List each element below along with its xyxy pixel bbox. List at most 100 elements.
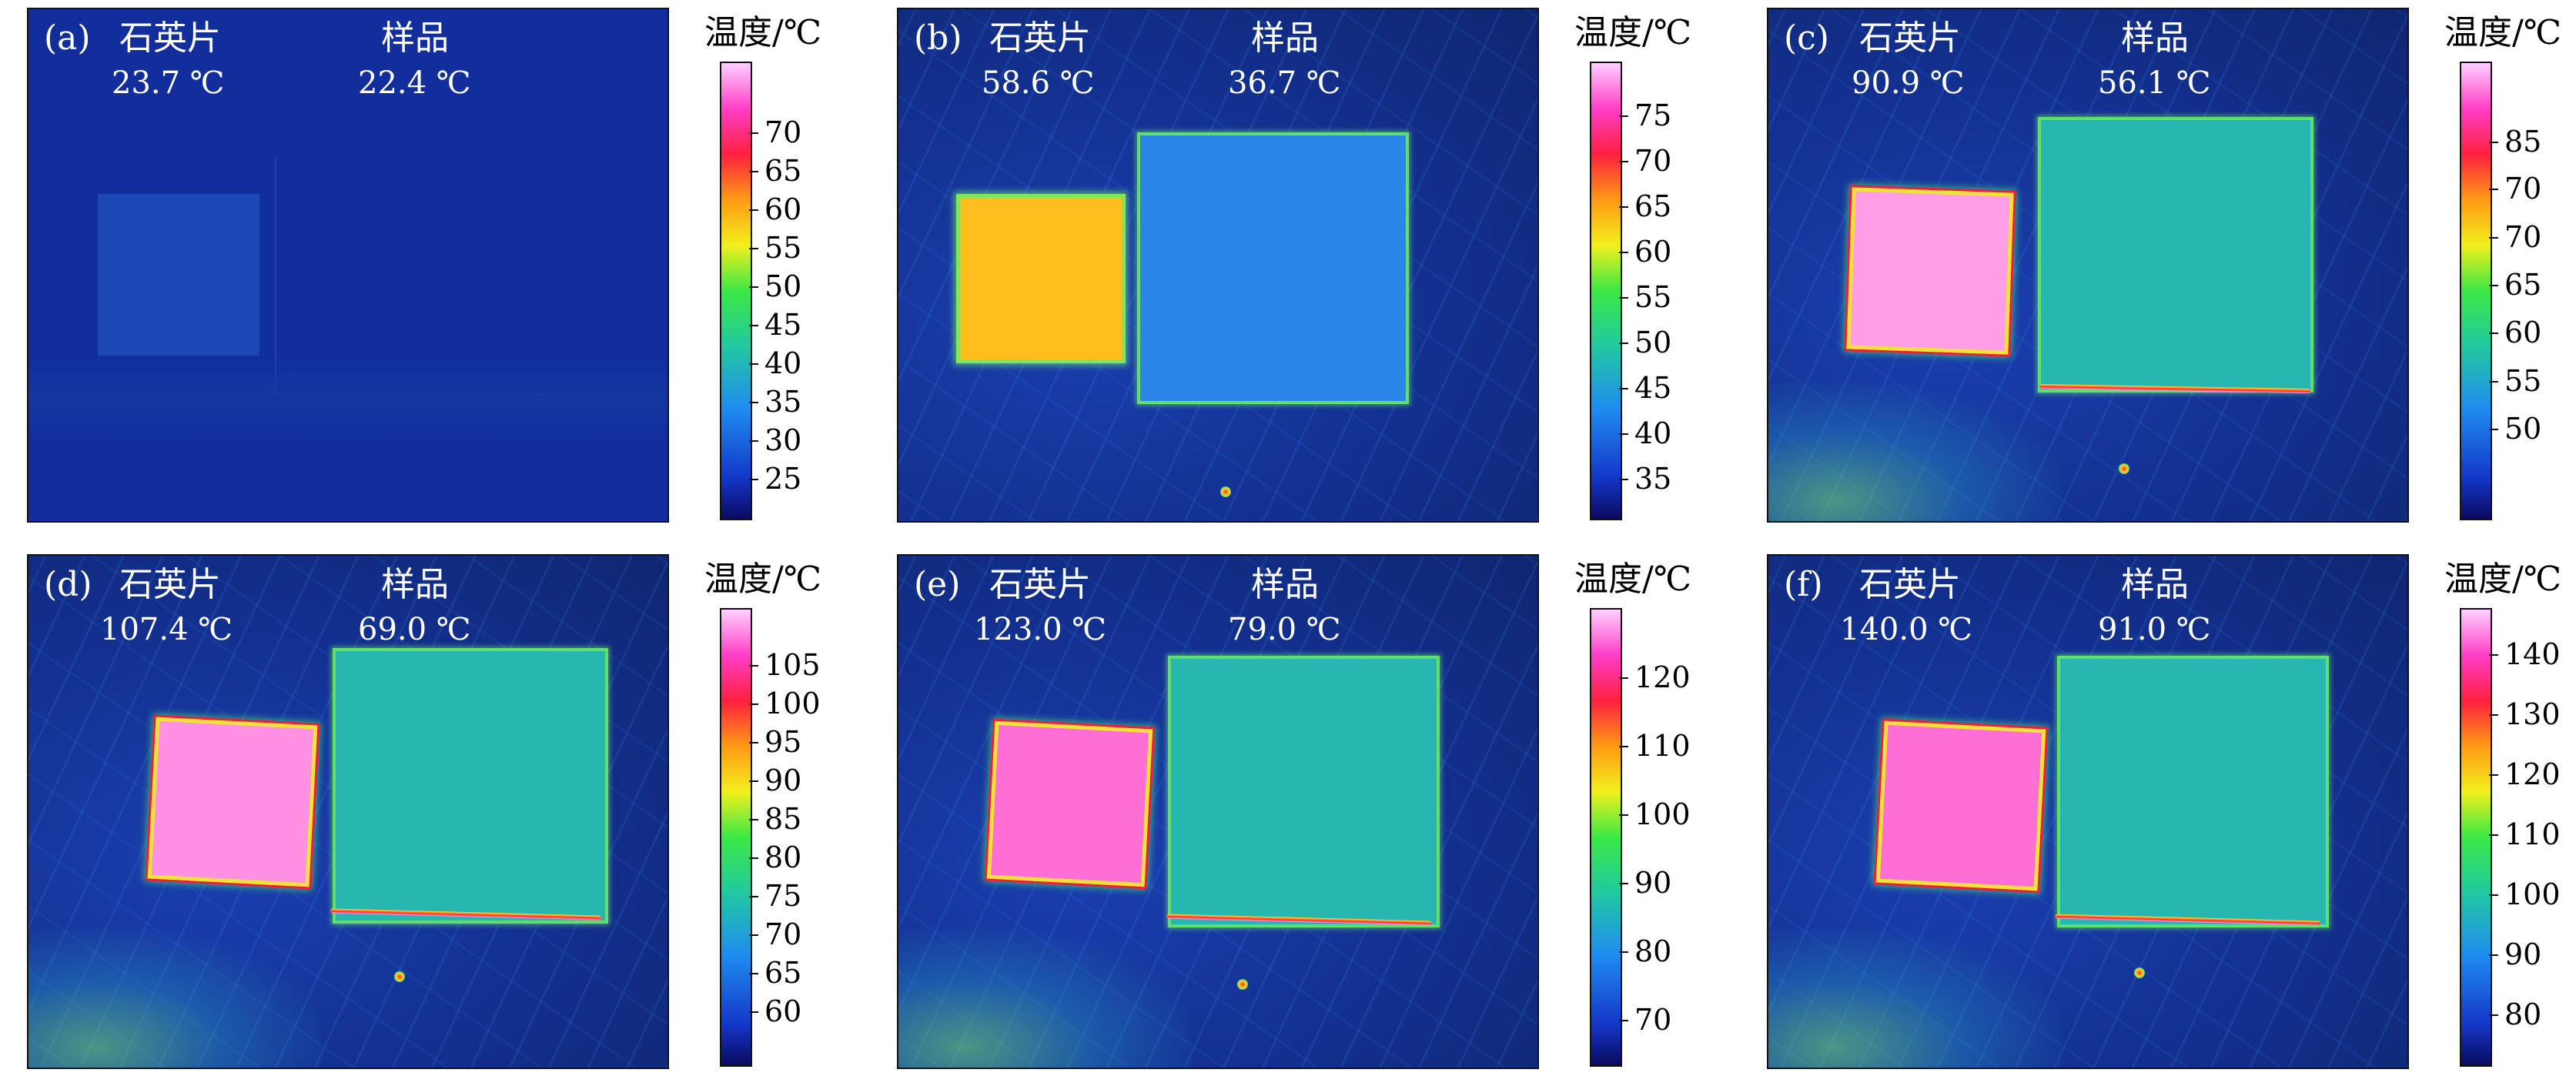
colorbar xyxy=(720,608,752,1067)
tick xyxy=(2489,381,2498,383)
sample-temp: 36.7 ℃ xyxy=(1228,65,1341,101)
tick xyxy=(1619,1020,1628,1021)
tick xyxy=(749,171,758,172)
sample-label: 样品 xyxy=(2121,565,2189,604)
tick-label: 80 xyxy=(2504,997,2542,1031)
quartz-temp: 140.0 ℃ xyxy=(1840,612,1972,647)
tick-label: 55 xyxy=(764,231,802,265)
tick xyxy=(2489,894,2498,896)
sample-label: 样品 xyxy=(1251,565,1319,604)
colorbar xyxy=(1590,62,1622,520)
tick xyxy=(1619,479,1628,480)
thermal-image xyxy=(897,8,1539,523)
quartz-plate xyxy=(956,194,1126,363)
quartz-temp: 58.6 ℃ xyxy=(982,65,1095,101)
quartz-label: 石英片 xyxy=(1859,18,1961,58)
thermal-image xyxy=(897,554,1539,1069)
panel-f: (f) 石英片 样品 140.0 ℃ 91.0 ℃ 温度/℃ 140 130 1… xyxy=(1767,546,2576,1069)
sample-label: 样品 xyxy=(2121,18,2189,58)
tick xyxy=(749,479,758,480)
tick xyxy=(749,896,758,897)
background-glow xyxy=(1768,929,2061,1068)
sample-plate xyxy=(2057,656,2329,927)
tick-label: 65 xyxy=(2504,268,2542,302)
tick xyxy=(749,934,758,936)
tick xyxy=(1619,388,1628,389)
tick-label: 35 xyxy=(1634,462,1672,496)
hot-spot xyxy=(394,971,405,982)
tick xyxy=(2489,429,2498,430)
quartz-temp: 123.0 ℃ xyxy=(974,612,1106,647)
background-band xyxy=(28,356,667,440)
sample-temp: 91.0 ℃ xyxy=(2098,612,2211,647)
tick xyxy=(749,286,758,288)
colorbar xyxy=(1590,608,1622,1067)
background-glow xyxy=(898,929,1191,1068)
panel-e: (e) 石英片 样品 123.0 ℃ 79.0 ℃ 温度/℃ 120 110 1… xyxy=(897,546,1759,1069)
thermal-image xyxy=(27,8,669,523)
panel-c: (c) 石英片 样品 90.9 ℃ 56.1 ℃ 温度/℃ 85 70 70 6… xyxy=(1767,0,2576,523)
sample-plate xyxy=(333,648,608,924)
tick xyxy=(1619,297,1628,299)
tick xyxy=(749,440,758,442)
tick xyxy=(2489,954,2498,956)
tick-label: 50 xyxy=(764,269,802,303)
quartz-label: 石英片 xyxy=(119,18,221,58)
colorbar-title: 温度/℃ xyxy=(704,560,822,599)
panel-tag: (c) xyxy=(1784,18,1829,58)
tick-label: 40 xyxy=(1634,416,1672,450)
tick-label: 140 xyxy=(2504,637,2561,671)
quartz-label: 石英片 xyxy=(119,565,221,604)
tick xyxy=(749,742,758,744)
sample-plate xyxy=(2038,117,2313,393)
quartz-plate xyxy=(1846,187,2014,355)
tick xyxy=(749,248,758,249)
tick-label: 90 xyxy=(764,764,802,797)
tick-label: 95 xyxy=(764,725,802,759)
panel-tag: (a) xyxy=(44,18,91,58)
tick-label: 55 xyxy=(1634,280,1672,314)
tick xyxy=(1619,433,1628,435)
sample-temp: 22.4 ℃ xyxy=(358,65,471,101)
thermal-image xyxy=(1767,554,2409,1069)
tick xyxy=(2489,237,2498,239)
tick xyxy=(749,363,758,365)
sample-temp: 79.0 ℃ xyxy=(1228,612,1341,647)
sample-label: 样品 xyxy=(1251,18,1319,58)
sample-temp: 56.1 ℃ xyxy=(2098,65,2211,101)
colorbar-title: 温度/℃ xyxy=(1574,560,1692,599)
tick xyxy=(1619,814,1628,816)
colorbar-title: 温度/℃ xyxy=(1574,13,1692,52)
tick xyxy=(2489,332,2498,334)
panel-tag: (d) xyxy=(44,565,92,604)
tick xyxy=(2489,285,2498,286)
tick-label: 100 xyxy=(1634,797,1691,831)
tick-label: 85 xyxy=(2504,125,2542,159)
colorbar xyxy=(720,62,752,520)
tick xyxy=(2489,1014,2498,1016)
tick-label: 65 xyxy=(764,956,802,990)
colorbar-title: 温度/℃ xyxy=(2444,560,2562,599)
tick-label: 50 xyxy=(2504,412,2542,446)
tick xyxy=(749,819,758,820)
tick-label: 65 xyxy=(764,154,802,188)
panel-a: (a) 石英片 样品 23.7 ℃ 22.4 ℃ 温度/℃ 70 65 60 5… xyxy=(27,0,889,523)
quartz-label: 石英片 xyxy=(989,18,1091,58)
tick-label: 110 xyxy=(2504,817,2561,851)
background-glow xyxy=(28,929,321,1068)
tick xyxy=(1619,883,1628,884)
tick-label: 40 xyxy=(764,346,802,380)
tick-label: 30 xyxy=(764,423,802,457)
quartz-plate xyxy=(986,720,1153,887)
tick-label: 50 xyxy=(1634,326,1672,359)
tick-label: 80 xyxy=(764,840,802,874)
quartz-label: 石英片 xyxy=(1859,565,1961,604)
tick-label: 80 xyxy=(1634,934,1672,968)
quartz-plate xyxy=(1875,720,2046,891)
tick-label: 45 xyxy=(764,308,802,342)
panel-tag: (f) xyxy=(1784,565,1823,604)
quartz-temp: 90.9 ℃ xyxy=(1852,65,1965,101)
tick-label: 35 xyxy=(764,385,802,419)
tick xyxy=(1619,206,1628,208)
tick xyxy=(2489,189,2498,190)
